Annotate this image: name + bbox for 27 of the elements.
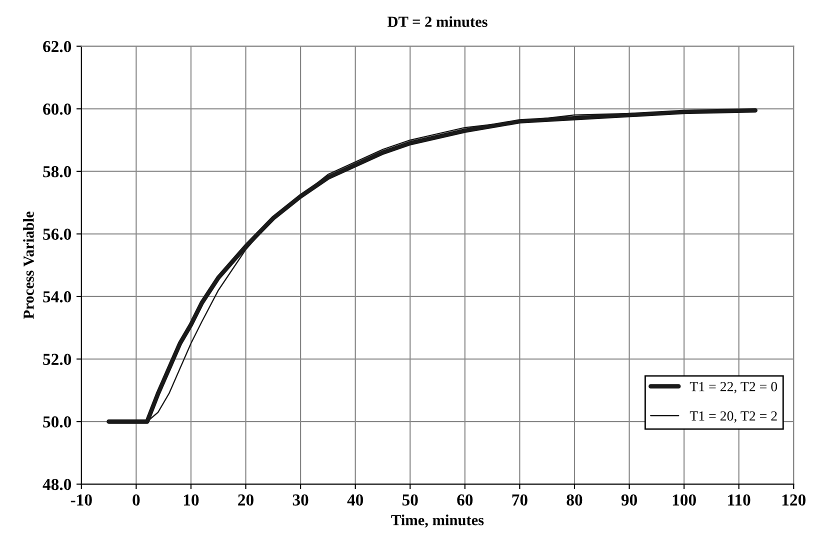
y-tick-label: 52.0 <box>43 354 72 366</box>
y-tick-label: 58.0 <box>43 166 72 178</box>
y-axis-title: Process Variable <box>23 212 34 319</box>
legend-label: T1 = 22, T2 = 0 <box>690 382 778 394</box>
x-tick-label: 90 <box>621 494 637 506</box>
x-tick-label: -10 <box>70 494 92 506</box>
y-tick-label: 54.0 <box>43 291 72 302</box>
chart-title: DT = 2 minutes <box>388 16 488 27</box>
y-tick-label: 62.0 <box>43 40 72 52</box>
x-tick-label: 0 <box>132 494 140 506</box>
x-tick-label: 30 <box>292 494 308 506</box>
y-tick-label: 48.0 <box>42 478 72 490</box>
x-axis-title: Time, minutes <box>391 514 484 528</box>
x-tick-label: 100 <box>672 494 696 506</box>
x-tick-label: 20 <box>238 494 254 506</box>
y-tick-label: 56.0 <box>43 228 72 240</box>
x-tick-label: 80 <box>566 494 582 506</box>
x-tick-label: 40 <box>347 494 364 506</box>
x-tick-label: 60 <box>457 494 473 506</box>
x-tick-label: 50 <box>402 494 418 506</box>
x-tick-label: 10 <box>184 494 199 506</box>
x-tick-label: 70 <box>512 494 528 506</box>
x-tick-label: 110 <box>728 494 750 506</box>
x-tick-label: 120 <box>782 494 806 506</box>
y-tick-label: 50.0 <box>43 416 72 428</box>
y-tick-label: 60.0 <box>43 104 72 115</box>
legend-label: T1 = 20, T2 = 2 <box>690 411 777 423</box>
